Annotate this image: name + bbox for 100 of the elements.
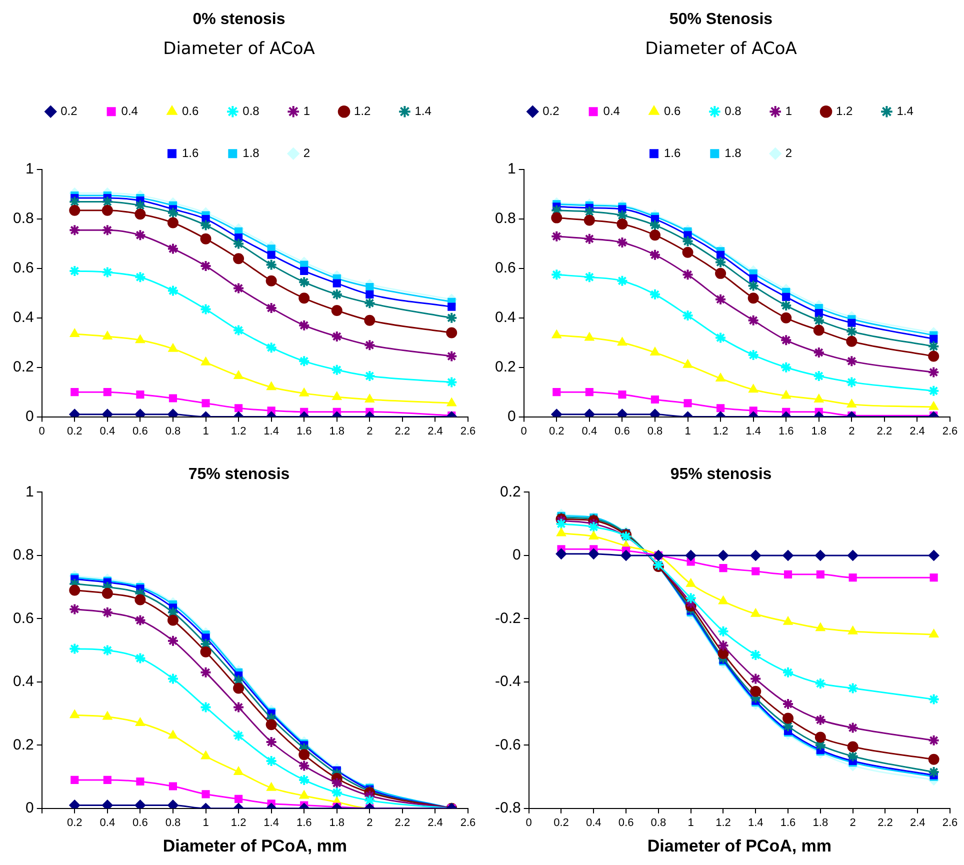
legend-label: 1 [785, 104, 792, 118]
x-tick-label: 2 [850, 817, 856, 830]
x-tick-label: 1.4 [264, 425, 279, 438]
legend-label: 1.4 [414, 104, 432, 118]
legend-label: 1.4 [896, 104, 914, 118]
legend-label: 1.6 [182, 146, 199, 160]
x-tick-label: 2.6 [460, 425, 476, 438]
y-tick-label: 0.6 [494, 260, 516, 277]
x-tick-label: 1.4 [746, 425, 761, 438]
y-tick-label: 0.8 [12, 546, 34, 564]
x-tick-label: 0.8 [165, 425, 181, 438]
x-tick-label: 2.2 [878, 817, 893, 830]
x-tick-label: 2.6 [460, 817, 476, 830]
x-tick-label: 1.2 [712, 425, 728, 438]
x-tick-label: 1.6 [296, 425, 312, 438]
y-tick-label: 1 [508, 160, 516, 178]
x-tick-label: 2.4 [910, 817, 926, 830]
legend-label: 2 [303, 146, 310, 160]
y-tick-label: 0.4 [12, 673, 34, 690]
x-tick-label: 2.2 [876, 425, 892, 438]
x-tick-label: 0 [38, 425, 45, 438]
y-tick-label: 0 [26, 800, 34, 817]
x-tick-label: 0.2 [554, 817, 569, 830]
x-tick-label: 0.2 [66, 817, 82, 830]
x-tick-label: 1 [688, 817, 694, 830]
y-tick-label: 0.2 [494, 358, 516, 376]
x-tick-label: 0.2 [66, 425, 82, 438]
legend-label: 0.4 [603, 104, 620, 118]
x-tick-label: 0.8 [165, 817, 181, 830]
x-tick-label: 1.2 [230, 425, 246, 438]
x-tick-label: 0 [526, 817, 532, 830]
x-tick-label: 1 [202, 425, 209, 438]
x-tick-label: 1.4 [264, 817, 279, 830]
y-tick-label: 0 [512, 546, 521, 564]
x-tick-label: 1.4 [748, 817, 764, 830]
legend-label: 1.2 [836, 104, 854, 118]
x-tick-label: 1.2 [716, 817, 731, 830]
x-tick-label: 0.6 [132, 817, 148, 830]
legend-label: 1 [303, 104, 310, 118]
x-axis-title: Diameter of PCoA, mm [647, 836, 832, 856]
x-tick-label: 2.6 [942, 425, 958, 438]
x-tick-label: 1.6 [780, 817, 796, 830]
x-tick-label: 0.6 [614, 425, 630, 438]
y-tick-label: 0.2 [12, 358, 34, 376]
x-tick-label: 1.8 [811, 425, 827, 438]
x-tick-label: 1.8 [329, 817, 345, 830]
legend-label: 1.8 [724, 146, 742, 160]
legend-label: 0.6 [182, 104, 199, 118]
y-tick-label: 0.8 [12, 210, 34, 228]
x-tick-label: 1.8 [812, 817, 828, 830]
legend-title: Diameter of ACoA [645, 39, 798, 60]
x-tick-label: 2.2 [394, 425, 410, 438]
y-tick-label: 0.4 [12, 309, 34, 326]
x-tick-label: 1.6 [778, 425, 794, 438]
x-tick-label: 0.4 [100, 425, 116, 438]
chart-title: 95% stenosis [670, 466, 772, 484]
y-tick-label: -0.2 [494, 610, 521, 627]
y-tick-label: 0 [508, 408, 516, 425]
y-tick-label: 0 [26, 408, 34, 425]
x-tick-label: 0.2 [548, 425, 564, 438]
legend-title: Diameter of ACoA [163, 39, 316, 60]
x-tick-label: 2.4 [910, 425, 925, 438]
x-tick-label: 0.4 [586, 817, 602, 830]
x-tick-label: 0.8 [647, 425, 663, 438]
x-tick-label: 1.2 [230, 817, 246, 830]
x-tick-label: 1 [684, 425, 691, 438]
y-tick-label: 0.2 [500, 483, 521, 500]
legend-label: 2 [785, 146, 792, 160]
y-tick-label: -0.8 [494, 800, 521, 817]
y-tick-label: -0.4 [494, 673, 521, 690]
legend-label: 0.8 [724, 104, 742, 118]
legend-label: 1.8 [242, 146, 260, 160]
y-tick-label: 0.6 [12, 610, 34, 627]
y-tick-label: 0.8 [494, 210, 516, 228]
x-tick-label: 0.6 [132, 425, 148, 438]
legend-label: 0.8 [242, 104, 260, 118]
chart-title: 50% Stenosis [669, 11, 773, 28]
x-tick-label: 0.4 [100, 817, 116, 830]
x-tick-label: 2 [848, 425, 855, 438]
chart-title: 0% stenosis [192, 11, 286, 28]
x-tick-label: 0.6 [618, 817, 634, 830]
x-tick-label: 2 [366, 425, 373, 438]
legend-label: 0.2 [542, 104, 560, 118]
x-tick-label: 2.2 [394, 817, 410, 830]
x-axis-title: Diameter of PCoA, mm [162, 836, 348, 856]
y-tick-label: 0.6 [12, 260, 34, 277]
x-tick-label: 2.4 [428, 425, 443, 438]
x-tick-label: 1.6 [296, 817, 312, 830]
y-tick-label: 0.4 [494, 309, 516, 326]
legend-label: 0.6 [664, 104, 681, 118]
x-tick-label: 1.8 [329, 425, 345, 438]
legend-label: 1.2 [354, 104, 372, 118]
legend-label: 0.2 [60, 104, 78, 118]
x-tick-label: 0.4 [582, 425, 598, 438]
legend-label: 0.4 [121, 104, 138, 118]
y-tick-label: -0.6 [494, 736, 521, 754]
x-tick-label: 2.4 [428, 817, 443, 830]
y-tick-label: 0.2 [12, 736, 34, 754]
y-tick-label: 1 [26, 160, 34, 178]
x-tick-label: 0.8 [650, 817, 666, 830]
